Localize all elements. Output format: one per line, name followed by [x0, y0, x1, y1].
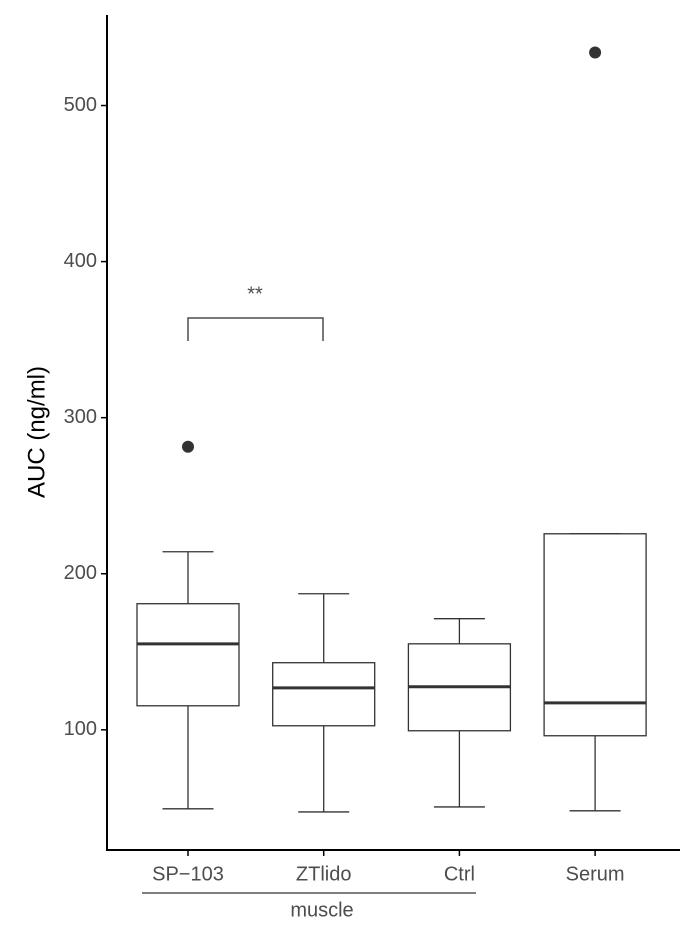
y-tick-label: 400: [64, 250, 97, 272]
y-axis-label: AUC (ng/ml): [23, 366, 50, 498]
group-label: muscle: [290, 899, 353, 921]
box: [136, 603, 240, 707]
x-tick-label: Serum: [566, 863, 625, 885]
outlier: [182, 440, 194, 453]
box: [272, 662, 376, 727]
y-tick-label: 200: [64, 562, 97, 584]
y-tick-label: 100: [64, 718, 97, 740]
outlier: [589, 46, 602, 59]
x-tick-label: ZTlido: [296, 863, 352, 885]
y-tick-label: 300: [64, 406, 97, 428]
x-tick-label: Ctrl: [444, 863, 475, 885]
box: [543, 533, 647, 737]
x-tick-label: SP−103: [152, 863, 224, 885]
significance-bracket: [187, 317, 324, 341]
significance-label: **: [247, 283, 263, 305]
y-tick-label: 500: [64, 94, 97, 116]
